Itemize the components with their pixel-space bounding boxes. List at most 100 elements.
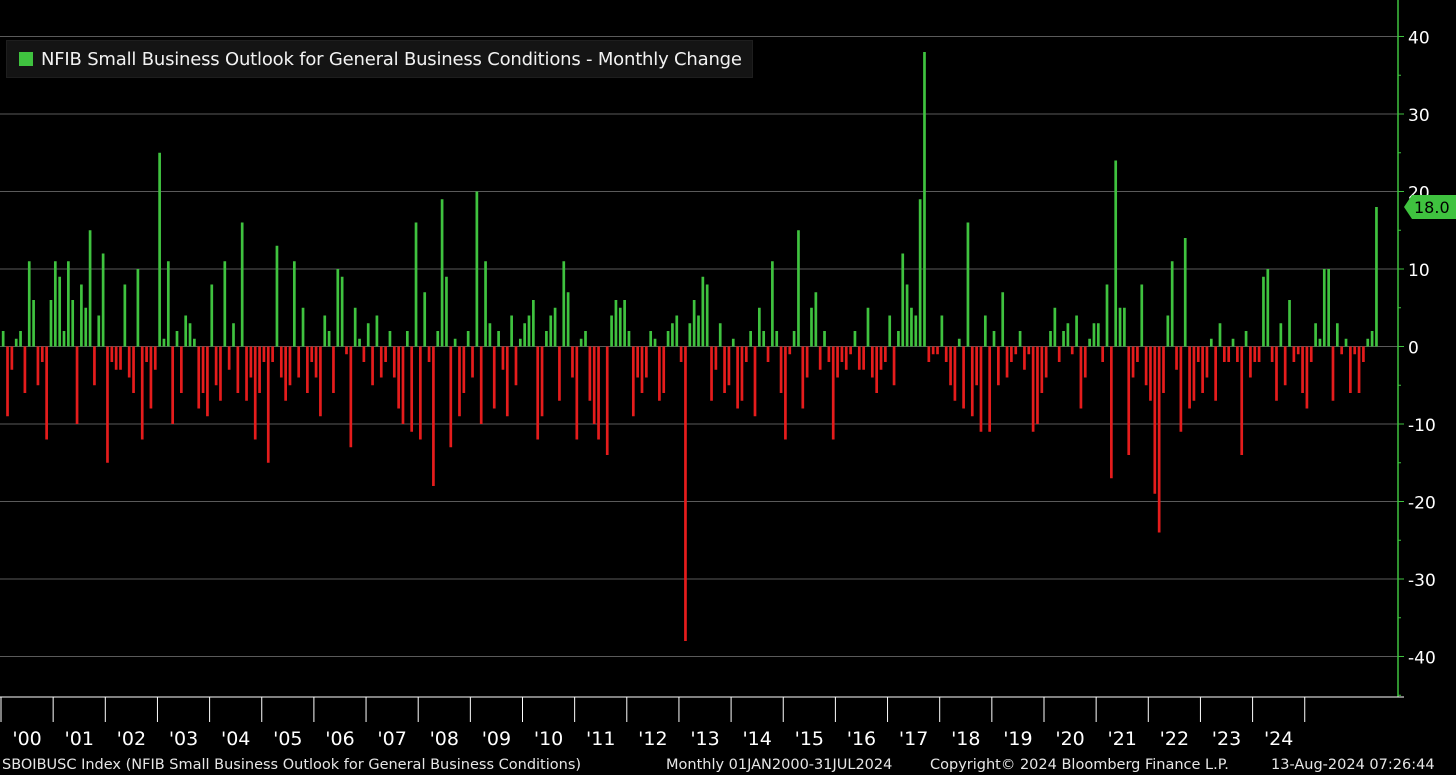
bar — [1079, 346, 1083, 409]
bar — [227, 346, 231, 370]
bar — [27, 261, 31, 347]
bar — [1049, 331, 1052, 347]
bar — [1240, 346, 1244, 455]
x-tick-label: '14 — [742, 728, 771, 750]
bar — [80, 284, 83, 347]
bar — [1257, 346, 1261, 362]
bar — [32, 300, 35, 347]
x-tick-label: '24 — [1264, 728, 1293, 750]
bar — [75, 346, 79, 424]
bar — [671, 323, 674, 347]
bar — [988, 346, 992, 432]
bar — [640, 346, 644, 393]
bar — [1253, 346, 1257, 362]
x-tick-label: '20 — [1055, 728, 1084, 750]
bar — [423, 292, 427, 347]
x-tick-label: '04 — [221, 728, 250, 750]
bar — [927, 346, 931, 362]
bar — [492, 346, 496, 409]
bar — [1201, 346, 1204, 393]
bar — [853, 331, 857, 347]
bar — [440, 199, 444, 347]
bars — [1, 52, 1378, 641]
bar — [975, 346, 978, 386]
bar — [514, 346, 518, 386]
bar — [901, 253, 905, 347]
bar — [997, 346, 1000, 386]
bar — [879, 346, 883, 370]
bar — [675, 315, 679, 347]
bar — [88, 230, 92, 347]
bar — [193, 338, 196, 347]
bar — [214, 346, 218, 386]
bar — [197, 346, 201, 409]
last-value-badge — [1404, 195, 1456, 219]
legend-swatch — [19, 52, 33, 66]
bar — [1344, 338, 1348, 347]
bar — [727, 346, 731, 386]
bar — [1322, 269, 1326, 347]
bar — [545, 331, 548, 347]
last-value-marker: 18.0 — [1404, 195, 1456, 219]
bar — [1053, 307, 1057, 347]
bar — [510, 315, 513, 347]
bar — [62, 331, 66, 347]
bar — [23, 346, 27, 393]
bar — [1005, 346, 1009, 378]
bar — [827, 346, 831, 362]
bar — [792, 331, 796, 347]
bar — [262, 346, 266, 362]
bar — [588, 346, 592, 401]
bar — [775, 331, 779, 347]
bar — [123, 284, 127, 347]
bar — [970, 346, 974, 417]
y-tick-label: 40 — [1408, 29, 1430, 49]
bar — [1305, 346, 1309, 409]
bar — [1179, 346, 1183, 432]
bar — [40, 346, 44, 362]
bar — [132, 346, 135, 393]
bar — [436, 331, 440, 347]
bar — [1209, 338, 1213, 347]
bar — [1288, 300, 1291, 347]
bar — [614, 300, 618, 347]
bar — [688, 323, 692, 347]
bar — [1075, 315, 1078, 347]
bar — [71, 300, 75, 347]
bar — [366, 323, 370, 347]
bar — [145, 346, 148, 362]
bar — [1262, 276, 1265, 347]
x-tick-label: '16 — [847, 728, 876, 750]
bar — [1188, 346, 1191, 409]
bar — [797, 230, 800, 347]
bar — [67, 261, 70, 347]
bar — [449, 346, 453, 448]
bar — [584, 331, 587, 347]
bar — [658, 346, 661, 401]
bar — [1140, 284, 1144, 347]
x-tick-label: '15 — [795, 728, 824, 750]
x-tick-label: '13 — [690, 728, 719, 750]
x-tick-label: '05 — [273, 728, 302, 750]
bar — [340, 276, 344, 347]
x-tick-label: '03 — [169, 728, 198, 750]
bar — [1023, 346, 1026, 370]
bar — [271, 346, 274, 362]
bar — [1027, 346, 1031, 355]
bar — [101, 253, 105, 347]
bar — [1157, 346, 1161, 533]
bar — [479, 346, 483, 424]
bar — [375, 315, 379, 347]
x-axis: '00 '01 '02 '03 '04 '05 '06 '07 '08 '09 '10 '11 '12 '… — [0, 696, 1404, 750]
bar — [236, 346, 240, 393]
bar — [1153, 346, 1157, 494]
bar — [327, 331, 331, 347]
bar — [1018, 331, 1022, 347]
bar — [553, 307, 557, 347]
bar — [666, 331, 670, 347]
bar — [623, 300, 626, 347]
bar — [1036, 346, 1039, 424]
bar — [240, 222, 244, 347]
x-tick-label: '19 — [1003, 728, 1032, 750]
